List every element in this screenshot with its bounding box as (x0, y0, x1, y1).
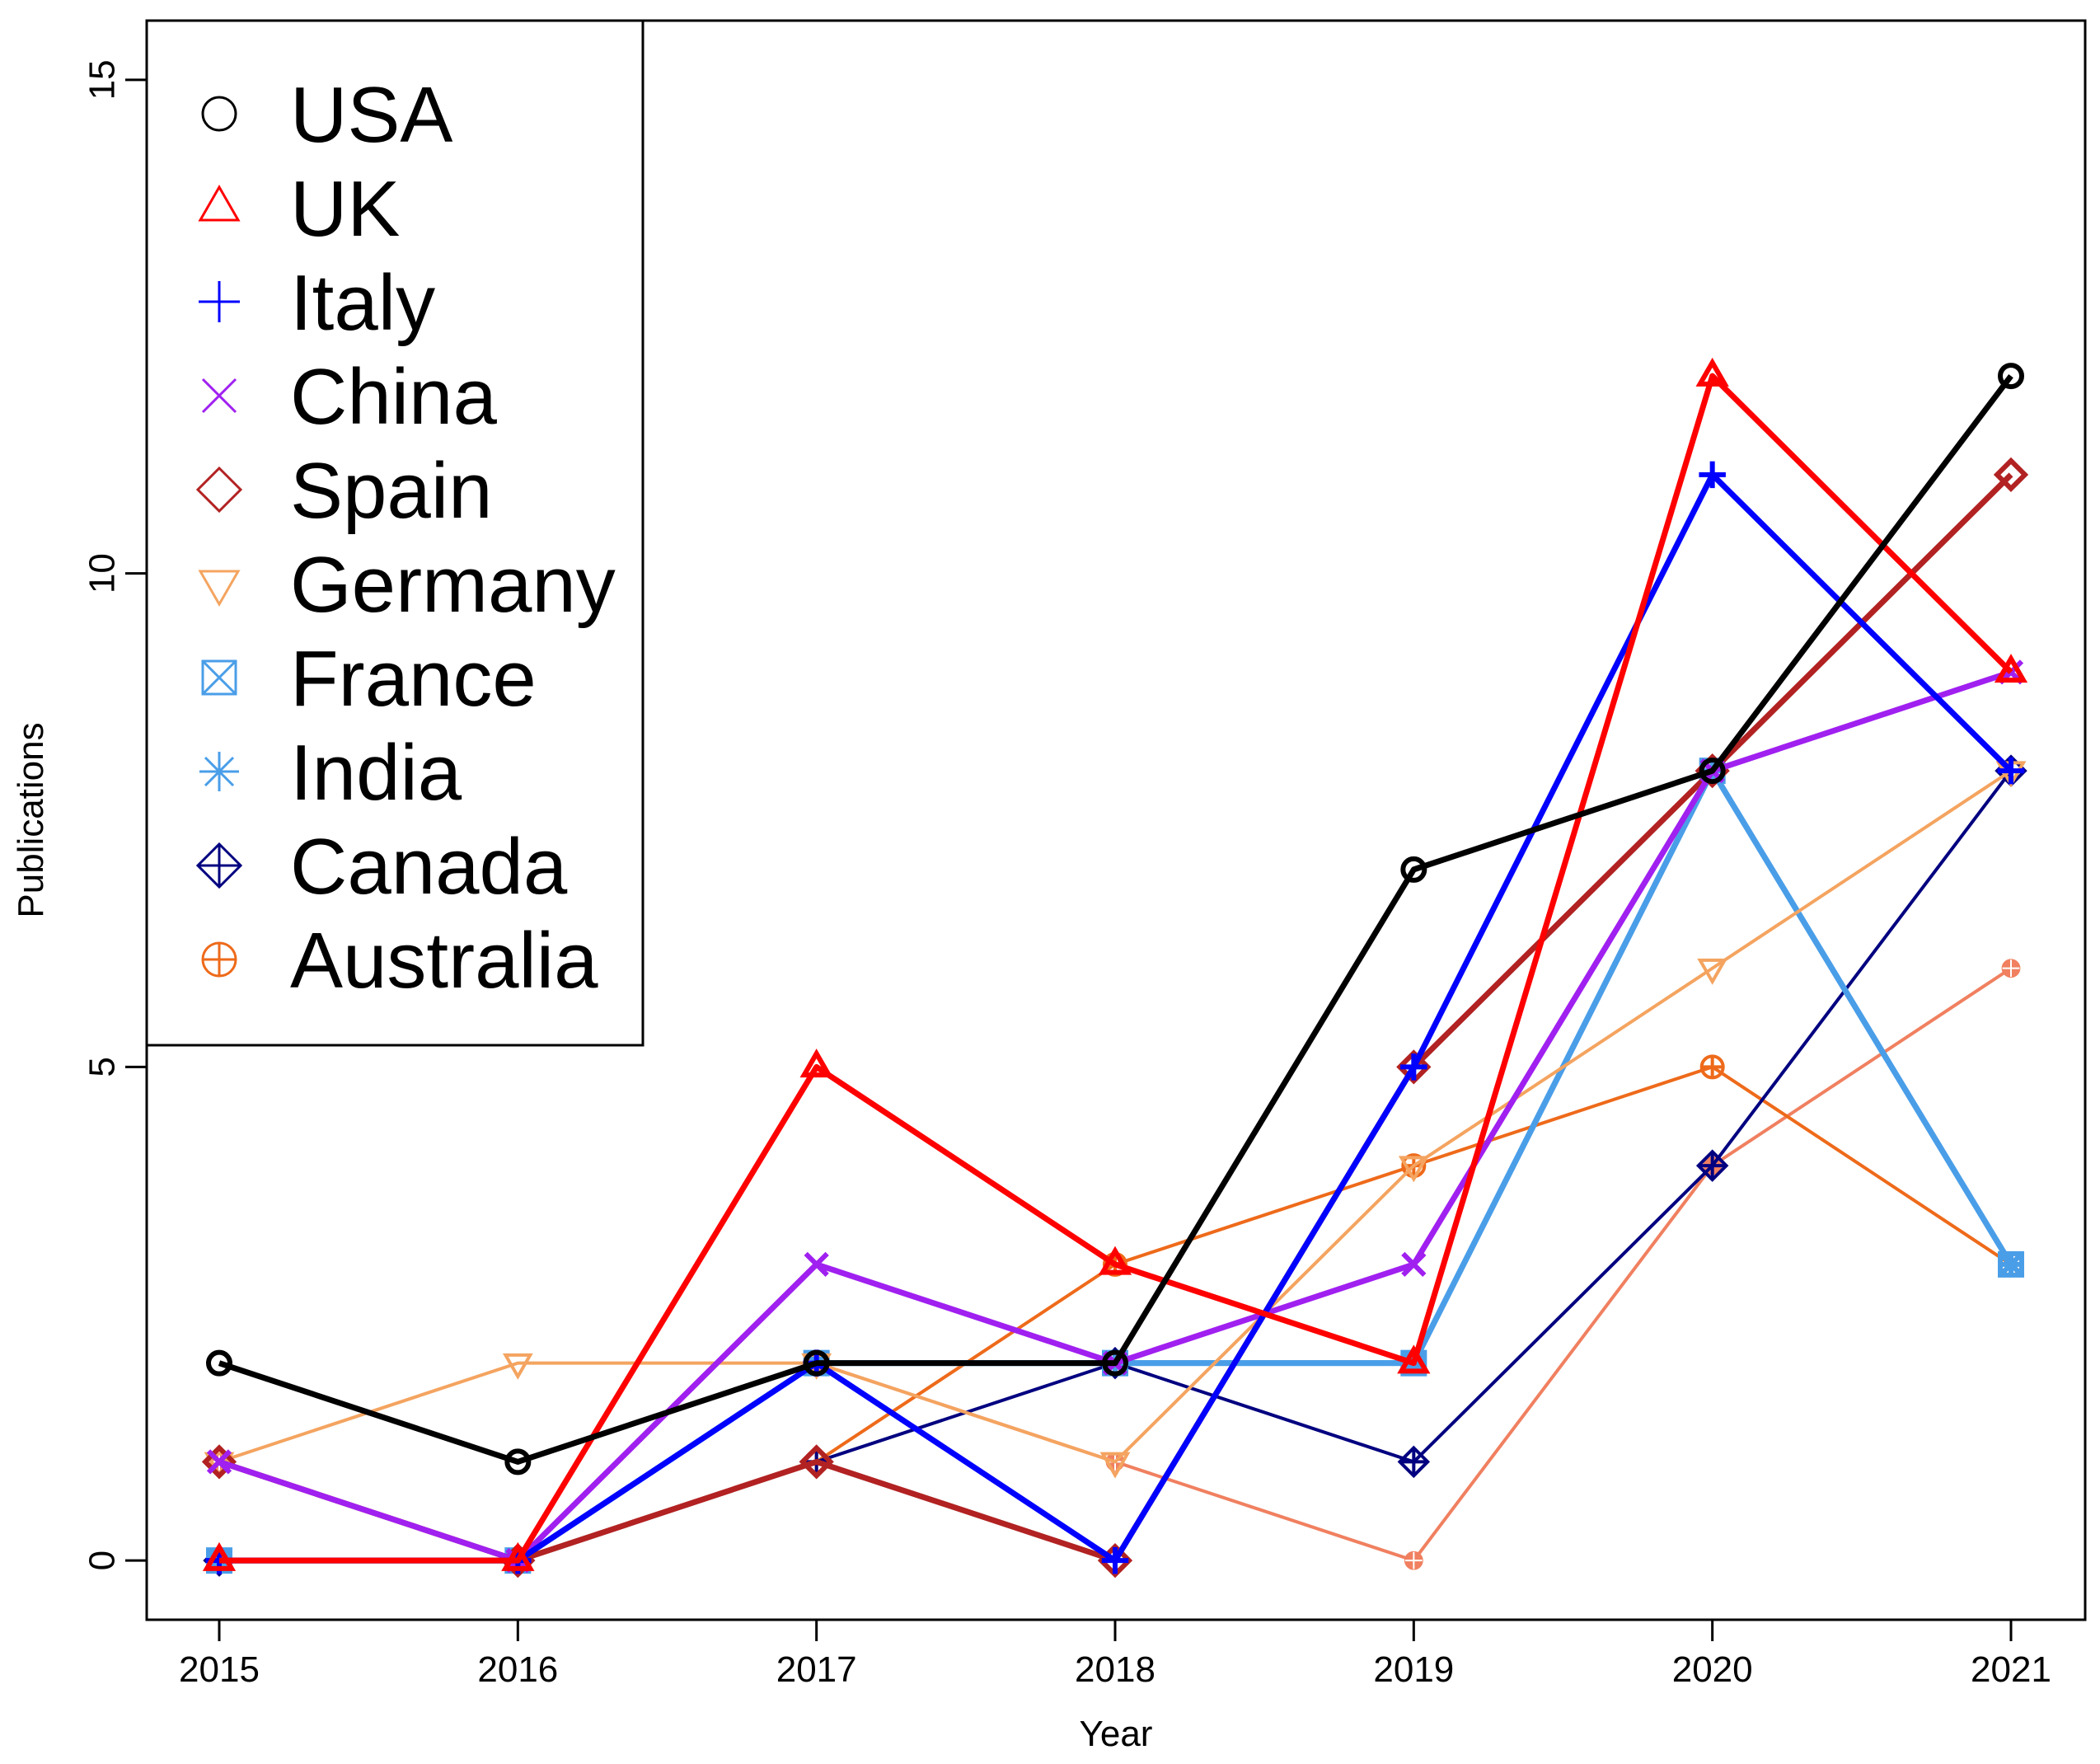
legend-marker-australia (201, 941, 237, 978)
x-tick-label: 2019 (1373, 1649, 1454, 1690)
point-usa-2021 (1998, 363, 2024, 390)
series-usa (206, 363, 2024, 1475)
legend-item-australia: Australia (201, 917, 598, 1005)
point-germany-2020 (1697, 958, 1728, 985)
legend-label-usa: USA (290, 71, 452, 159)
series-layer (201, 357, 2029, 1579)
plot-area (145, 19, 2087, 1621)
point-italy-2018 (1101, 1546, 1129, 1574)
legend-marker-usa (201, 96, 237, 132)
point-usa-2015 (206, 1349, 232, 1377)
point-uk-2018 (1098, 1246, 1132, 1275)
legend-marker-canada (195, 842, 243, 889)
x-axis-title: Year (1080, 1714, 1153, 1754)
point-usa-2017 (803, 1349, 830, 1377)
x-tick-label: 2016 (477, 1649, 558, 1690)
point-uk-2019 (1397, 1344, 1431, 1374)
legend-marker-uk (198, 184, 241, 222)
point-italy-2019 (1400, 1053, 1427, 1081)
legend-box (145, 19, 645, 1047)
x-tick-label: 2021 (1971, 1649, 2051, 1690)
legend-marker-india (199, 752, 239, 791)
y-tick-label: 0 (82, 1551, 123, 1570)
legend-label-china: China (290, 353, 497, 441)
x-tick-label: 2020 (1672, 1649, 1753, 1690)
legend: USAUKItalyChinaSpainGermanyFranceIndiaCa… (145, 19, 645, 1047)
legend-label-spain: Spain (290, 447, 493, 535)
series-line-germany (218, 769, 2013, 1464)
legend-item-italy: Italy (199, 259, 435, 347)
y-axis-title: Publications (11, 722, 51, 917)
point-china-2017 (804, 1251, 829, 1278)
y-tick-label: 15 (82, 59, 123, 100)
legend-marker-spain (195, 466, 243, 514)
legend-label-india: India (290, 729, 462, 817)
legend-label-australia: Australia (290, 917, 598, 1005)
legend-item-france: France (201, 635, 537, 723)
point-germany-2019 (1398, 1156, 1429, 1183)
series-line-usa (218, 373, 2013, 1465)
point-usa-2020 (1699, 758, 1726, 785)
point-spain-2019 (1396, 1049, 1432, 1085)
point-china-2019 (1401, 1251, 1427, 1278)
legend-marker-france (201, 659, 237, 696)
legend-marker-germany (198, 570, 241, 608)
point-spain-2021 (1993, 457, 2029, 493)
point-spain-2017 (799, 1444, 834, 1480)
point-extra-2019 (1404, 1551, 1423, 1570)
y-tick-label: 10 (82, 553, 123, 593)
point-italy-2021 (1997, 757, 2025, 785)
point-usa-2019 (1400, 856, 1427, 883)
y-tick-label: 5 (82, 1057, 123, 1077)
point-australia-2020 (1699, 1054, 1725, 1080)
legend-item-china: China (201, 353, 497, 441)
legend-label-uk: UK (290, 165, 400, 253)
legend-item-india: India (199, 729, 462, 817)
legend-marker-italy (199, 281, 240, 322)
series-line-uk (219, 373, 2013, 1564)
point-uk-2015 (202, 1541, 237, 1571)
legend-marker-china (201, 378, 237, 414)
series-uk (202, 357, 2028, 1571)
point-uk-2021 (1994, 654, 2028, 683)
point-china-2015 (206, 1449, 232, 1475)
point-germany-2018 (1099, 1452, 1131, 1479)
x-tick-label: 2015 (179, 1649, 260, 1690)
point-extra-2021 (2001, 959, 2021, 978)
point-uk-2016 (501, 1541, 535, 1571)
x-axis: 2015 2016 2017 2018 2019 2020 2021 (179, 1618, 2051, 1690)
point-canada-2019 (1397, 1445, 1431, 1479)
legend-label-france: France (290, 635, 537, 723)
point-canada-2020 (1695, 1149, 1729, 1182)
point-usa-2018 (1102, 1349, 1128, 1377)
point-germany-2016 (502, 1353, 533, 1380)
x-tick-label: 2018 (1075, 1649, 1155, 1690)
legend-label-canada: Canada (290, 823, 568, 911)
y-axis: 0 5 10 15 (82, 59, 148, 1570)
x-tick-label: 2017 (776, 1649, 857, 1690)
legend-item-canada: Canada (195, 823, 568, 911)
series-line-australia (219, 1065, 2013, 1563)
legend-item-usa: USA (201, 71, 452, 159)
series-australia (207, 1054, 2023, 1574)
legend-item-spain: Spain (195, 447, 493, 535)
point-spain-2015 (201, 1444, 237, 1480)
legend-label-italy: Italy (290, 259, 435, 347)
point-uk-2017 (799, 1049, 833, 1078)
point-usa-2016 (504, 1448, 532, 1475)
point-italy-2020 (1699, 461, 1726, 489)
legend-label-germany: Germany (290, 541, 616, 629)
point-uk-2020 (1695, 357, 1729, 387)
point-france-2021 (1998, 1250, 2024, 1278)
legend-item-uk: UK (198, 165, 400, 253)
legend-item-germany: Germany (198, 541, 616, 629)
